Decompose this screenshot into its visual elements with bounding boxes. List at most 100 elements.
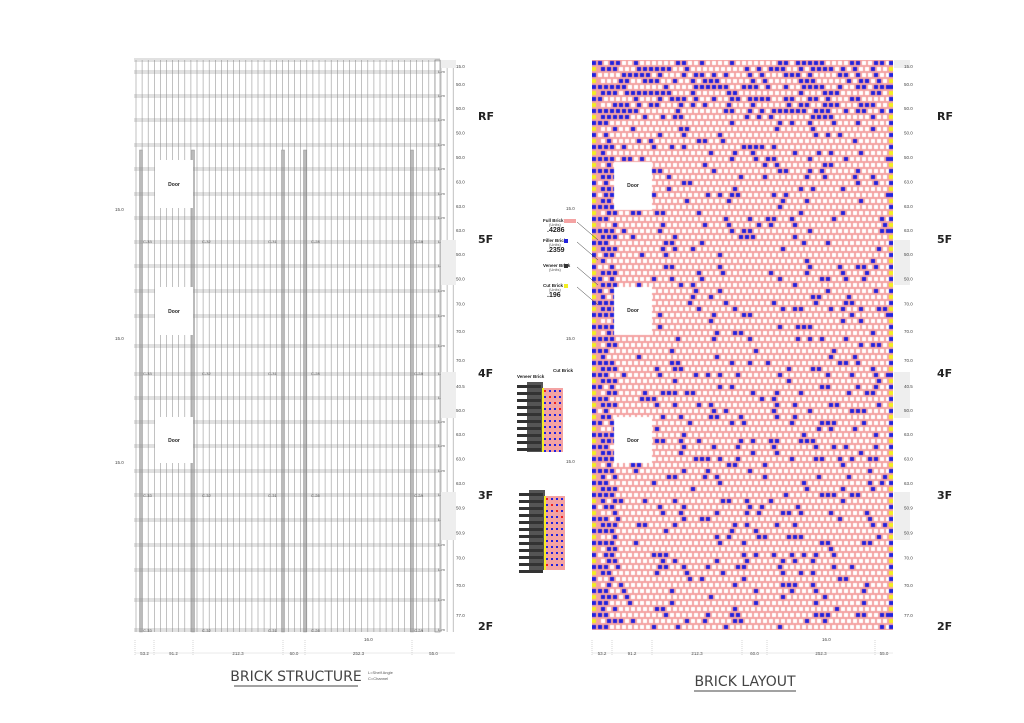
vertical-dimension: 50.9 xyxy=(904,531,913,536)
brick-unit xyxy=(554,432,556,434)
brick-unit xyxy=(559,432,561,434)
brick-unit xyxy=(549,432,551,434)
vertical-dimension: 77.0 xyxy=(904,613,913,618)
vertical-dimension: 70.0 xyxy=(904,329,913,334)
channel-label: C-32 xyxy=(202,493,211,498)
brick-unit xyxy=(556,516,558,518)
channel-label: C-2A xyxy=(414,493,423,498)
shelf-angle xyxy=(517,448,541,451)
brick-unit xyxy=(556,564,558,566)
channel-label: C-28 xyxy=(311,628,320,633)
side-dimension: 15.0 xyxy=(566,336,575,341)
vertical-dimension: 50.0 xyxy=(456,82,465,87)
vertical-dimension: 70.0 xyxy=(456,329,465,334)
channel-label: C-2A xyxy=(414,239,423,244)
shaded-band xyxy=(441,372,456,418)
level-label: L-m xyxy=(438,597,446,602)
brick-unit xyxy=(546,552,548,554)
shelf-angle xyxy=(519,556,543,559)
brick-unit xyxy=(551,516,553,518)
vertical-dimension: 63.0 xyxy=(904,228,913,233)
level-label: L-m xyxy=(438,419,446,424)
channel-label: C-31 xyxy=(268,493,277,498)
channel-label: C-33 xyxy=(143,493,152,498)
brick-structure-caption: BRICK STRUCTURE xyxy=(230,669,361,685)
door-label: Door xyxy=(627,308,639,314)
brick-unit xyxy=(554,414,556,416)
legend-swatch xyxy=(564,264,568,268)
vertical-dimension: 63.0 xyxy=(904,204,913,209)
shelf-angle xyxy=(519,535,543,538)
vertical-dimension: 70.0 xyxy=(456,302,465,307)
shelf-angle xyxy=(519,528,543,531)
brick-unit xyxy=(561,564,563,566)
shelf-angle xyxy=(517,427,541,430)
brick-unit xyxy=(551,552,553,554)
brick-unit xyxy=(546,498,548,500)
brick-unit xyxy=(554,444,556,446)
horizontal-dimension: 91.2 xyxy=(628,651,637,656)
vertical-dimension: 50.0 xyxy=(456,131,465,136)
level-label: L-m xyxy=(438,567,446,572)
channel-column xyxy=(281,149,285,633)
floor-label: 3F xyxy=(937,489,952,502)
vertical-dimension: 63.0 xyxy=(456,457,465,462)
brick-unit xyxy=(559,414,561,416)
channel-label: C-31 xyxy=(268,239,277,244)
brick-unit xyxy=(544,390,546,392)
level-label: L-m xyxy=(438,313,446,318)
side-dimension: 15.0 xyxy=(115,336,124,341)
legend-name: Filler Brick xyxy=(543,238,567,243)
channel-label: C-32 xyxy=(202,371,211,376)
brick-unit xyxy=(549,450,551,452)
brick-unit xyxy=(554,426,556,428)
shelf-angle xyxy=(519,507,543,510)
offset-dimension: 16.0 xyxy=(822,637,831,642)
brick-unit xyxy=(554,438,556,440)
vertical-dimension: 70.0 xyxy=(904,556,913,561)
brick-unit xyxy=(554,390,556,392)
channel-label: C-2A xyxy=(414,628,423,633)
horizontal-dimension: 53.2 xyxy=(598,651,607,656)
brick-unit xyxy=(544,450,546,452)
shelf-angle xyxy=(517,392,541,395)
vertical-dimension: 50.0 xyxy=(904,277,913,282)
brick-unit xyxy=(551,528,553,530)
channel-label: C-33 xyxy=(143,628,152,633)
horizontal-dimension: 53.2 xyxy=(140,651,149,656)
offset-dimension: 16.0 xyxy=(364,637,373,642)
legend-swatch xyxy=(564,239,568,243)
channel-label: C-28 xyxy=(311,493,320,498)
brick-unit xyxy=(556,540,558,542)
level-label: L-m xyxy=(438,468,446,473)
vertical-dimension: 50.0 xyxy=(456,408,465,413)
vertical-dimension: 70.0 xyxy=(904,302,913,307)
vertical-dimension: 15.0 xyxy=(456,64,465,69)
floor-label: 5F xyxy=(478,233,493,246)
brick-unit xyxy=(559,444,561,446)
cut-brick-strip xyxy=(542,388,544,452)
vertical-dimension: 70.0 xyxy=(456,556,465,561)
channel-column xyxy=(410,149,414,633)
floor-label: RF xyxy=(937,110,953,123)
vertical-dimension: 70.0 xyxy=(456,583,465,588)
brick-unit xyxy=(546,504,548,506)
horizontal-dimension: 60.0 xyxy=(290,651,299,656)
legend-unit: (Units) xyxy=(549,267,561,272)
vertical-dimension: 70.0 xyxy=(904,358,913,363)
channel-label: C-28 xyxy=(311,371,320,376)
shelf-angle xyxy=(517,406,541,409)
brick-unit xyxy=(546,516,548,518)
brick-unit xyxy=(559,408,561,410)
channel-label: C-32 xyxy=(202,628,211,633)
door-label: Door xyxy=(627,183,639,189)
floor-label: 4F xyxy=(478,367,493,380)
brick-unit xyxy=(551,564,553,566)
channel-column xyxy=(191,149,195,633)
horizontal-dimension: 55.0 xyxy=(880,651,889,656)
brick-unit xyxy=(556,522,558,524)
brick-unit xyxy=(551,522,553,524)
brick-unit xyxy=(549,426,551,428)
legend-value: .4286 xyxy=(547,227,565,234)
